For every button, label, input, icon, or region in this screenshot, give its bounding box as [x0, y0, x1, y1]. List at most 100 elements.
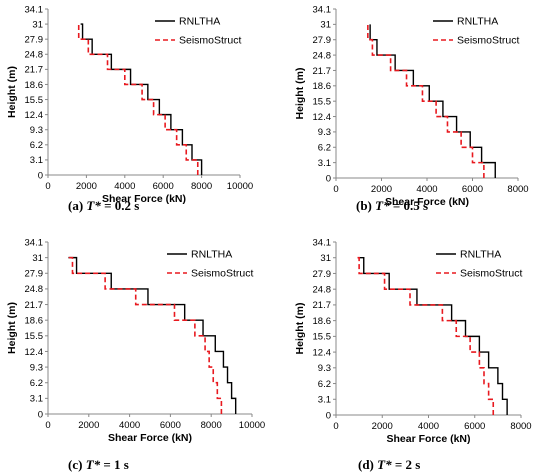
x-tick-label: 2000 — [78, 420, 99, 431]
legend-label-seismostruct: SeismoStruct — [460, 268, 523, 280]
panel-c: 0 3.1 6.2 9.3 12.4 15.5 18.6 21.7 24.8 27.9 31 34.1… — [6, 237, 265, 472]
series-line-seismostruct — [77, 24, 199, 175]
x-tick-label: 8000 — [510, 421, 531, 432]
y-axis-label: Height (m) — [6, 66, 18, 118]
x-tick-label: 0 — [45, 420, 50, 431]
y-tick-label: 27.9 — [313, 35, 332, 46]
x-tick-label: 0 — [333, 421, 338, 432]
y-tick-label: 34.1 — [313, 237, 332, 248]
y-tick-label: 31 — [320, 20, 331, 31]
y-tick-label: 0 — [38, 170, 43, 181]
y-tick-label: 12.4 — [313, 347, 332, 358]
panel-a: 0 3.1 6.2 9.3 12.4 15.5 18.6 21.7 24.8 27.9 31 34.1… — [6, 4, 253, 213]
y-tick-label: 6.2 — [30, 378, 43, 389]
caption-symbol: T* — [86, 457, 104, 472]
x-axis-label: Shear Force (kN) — [386, 433, 470, 445]
y-tick-label: 3.1 — [318, 158, 331, 169]
series-line-rnltha — [359, 257, 508, 415]
x-tick-label: 4000 — [119, 420, 140, 431]
y-tick-label: 21.7 — [313, 66, 332, 77]
x-tick-label: 0 — [45, 181, 50, 192]
legend-label-rnltha: RNLTHA — [191, 249, 232, 261]
x-tick-label: 6000 — [153, 181, 174, 192]
x-tick-label: 8000 — [201, 420, 222, 431]
y-tick-label: 31 — [32, 253, 43, 264]
y-tick-label: 21.7 — [25, 65, 44, 76]
y-tick-label: 21.7 — [25, 300, 44, 311]
x-tick-label: 6000 — [462, 184, 483, 195]
y-tick-label: 6.2 — [318, 143, 331, 154]
y-tick-label: 34.1 — [313, 4, 332, 15]
series-line-rnltha — [80, 23, 203, 175]
y-tick-label: 27.9 — [25, 34, 44, 45]
y-tick-label: 12.4 — [25, 110, 44, 121]
y-axis-label: Height (m) — [6, 302, 18, 354]
series-line-seismostruct — [367, 24, 485, 178]
panel-b: 0 3.1 6.2 9.3 12.4 15.5 18.6 21.7 24.8 27.9 31 34.1… — [294, 4, 529, 213]
y-tick-label: 6.2 — [318, 379, 331, 390]
y-tick-label: 3.1 — [30, 155, 43, 166]
legend-label-rnltha: RNLTHA — [179, 16, 220, 28]
caption-value: = 2 s — [395, 457, 420, 472]
panel-label: (c) — [68, 457, 86, 472]
y-tick-label: 31 — [32, 19, 43, 30]
y-tick-label: 0 — [38, 409, 43, 420]
x-tick-label: 2000 — [372, 421, 393, 432]
caption-value: = 0.2 s — [104, 198, 139, 213]
y-tick-label: 24.8 — [25, 50, 44, 61]
y-tick-label: 12.4 — [313, 112, 332, 123]
legend-label-seismostruct: SeismoStruct — [191, 268, 254, 280]
panel-label: (a) — [68, 198, 86, 213]
x-axis-label: Shear Force (kN) — [102, 193, 186, 205]
series-line-seismostruct — [66, 256, 223, 414]
y-tick-label: 24.8 — [25, 284, 44, 295]
y-tick-label: 0 — [326, 410, 331, 421]
y-tick-label: 18.6 — [313, 316, 332, 327]
y-tick-label: 21.7 — [313, 300, 332, 311]
panel-label: (b) — [356, 198, 375, 213]
y-tick-label: 9.3 — [30, 125, 43, 136]
y-tick-label: 9.3 — [318, 127, 331, 138]
y-tick-label: 3.1 — [318, 395, 331, 406]
y-tick-label: 0 — [326, 173, 331, 184]
x-tick-label: 10000 — [227, 181, 253, 192]
panel-caption: (c) T* = 1 s — [68, 457, 129, 472]
panel-d: 0 3.1 6.2 9.3 12.4 15.5 18.6 21.7 24.8 27.9 31 34.1… — [294, 237, 532, 472]
x-axis-label: Shear Force (kN) — [108, 432, 192, 444]
legend-label-rnltha: RNLTHA — [460, 249, 501, 261]
series-line-rnltha — [68, 256, 237, 414]
y-tick-label: 9.3 — [318, 363, 331, 374]
x-tick-label: 2000 — [76, 181, 97, 192]
x-tick-label: 6000 — [160, 420, 181, 431]
x-tick-label: 6000 — [464, 421, 485, 432]
caption-symbol: T* — [377, 457, 395, 472]
x-tick-label: 8000 — [191, 181, 212, 192]
legend-label-seismostruct: SeismoStruct — [457, 35, 520, 47]
panel-caption: (d) T* = 2 s — [358, 457, 420, 472]
y-tick-label: 15.5 — [313, 96, 332, 107]
y-tick-label: 18.6 — [25, 80, 44, 91]
series-line-seismostruct — [356, 256, 495, 415]
panel-caption: (a) T* = 0.2 s — [68, 198, 139, 213]
y-tick-label: 34.1 — [25, 4, 44, 15]
y-tick-label: 15.5 — [313, 332, 332, 343]
x-tick-label: 4000 — [114, 181, 135, 192]
y-axis-label: Height (m) — [294, 303, 306, 355]
y-tick-label: 18.6 — [25, 315, 44, 326]
y-tick-label: 3.1 — [30, 394, 43, 405]
y-tick-label: 12.4 — [25, 347, 44, 358]
caption-value: = 1 s — [103, 457, 128, 472]
caption-value: = 0.5 s — [393, 198, 428, 213]
x-tick-label: 0 — [333, 184, 338, 195]
y-tick-label: 15.5 — [25, 331, 44, 342]
y-tick-label: 24.8 — [313, 284, 332, 295]
y-tick-label: 18.6 — [313, 81, 332, 92]
panel-label: (d) — [358, 457, 377, 472]
y-tick-label: 31 — [320, 253, 331, 264]
y-axis-label: Height (m) — [294, 68, 306, 120]
y-tick-label: 9.3 — [30, 362, 43, 373]
y-tick-label: 27.9 — [313, 269, 332, 280]
y-tick-label: 6.2 — [30, 140, 43, 151]
y-tick-label: 34.1 — [25, 237, 44, 248]
